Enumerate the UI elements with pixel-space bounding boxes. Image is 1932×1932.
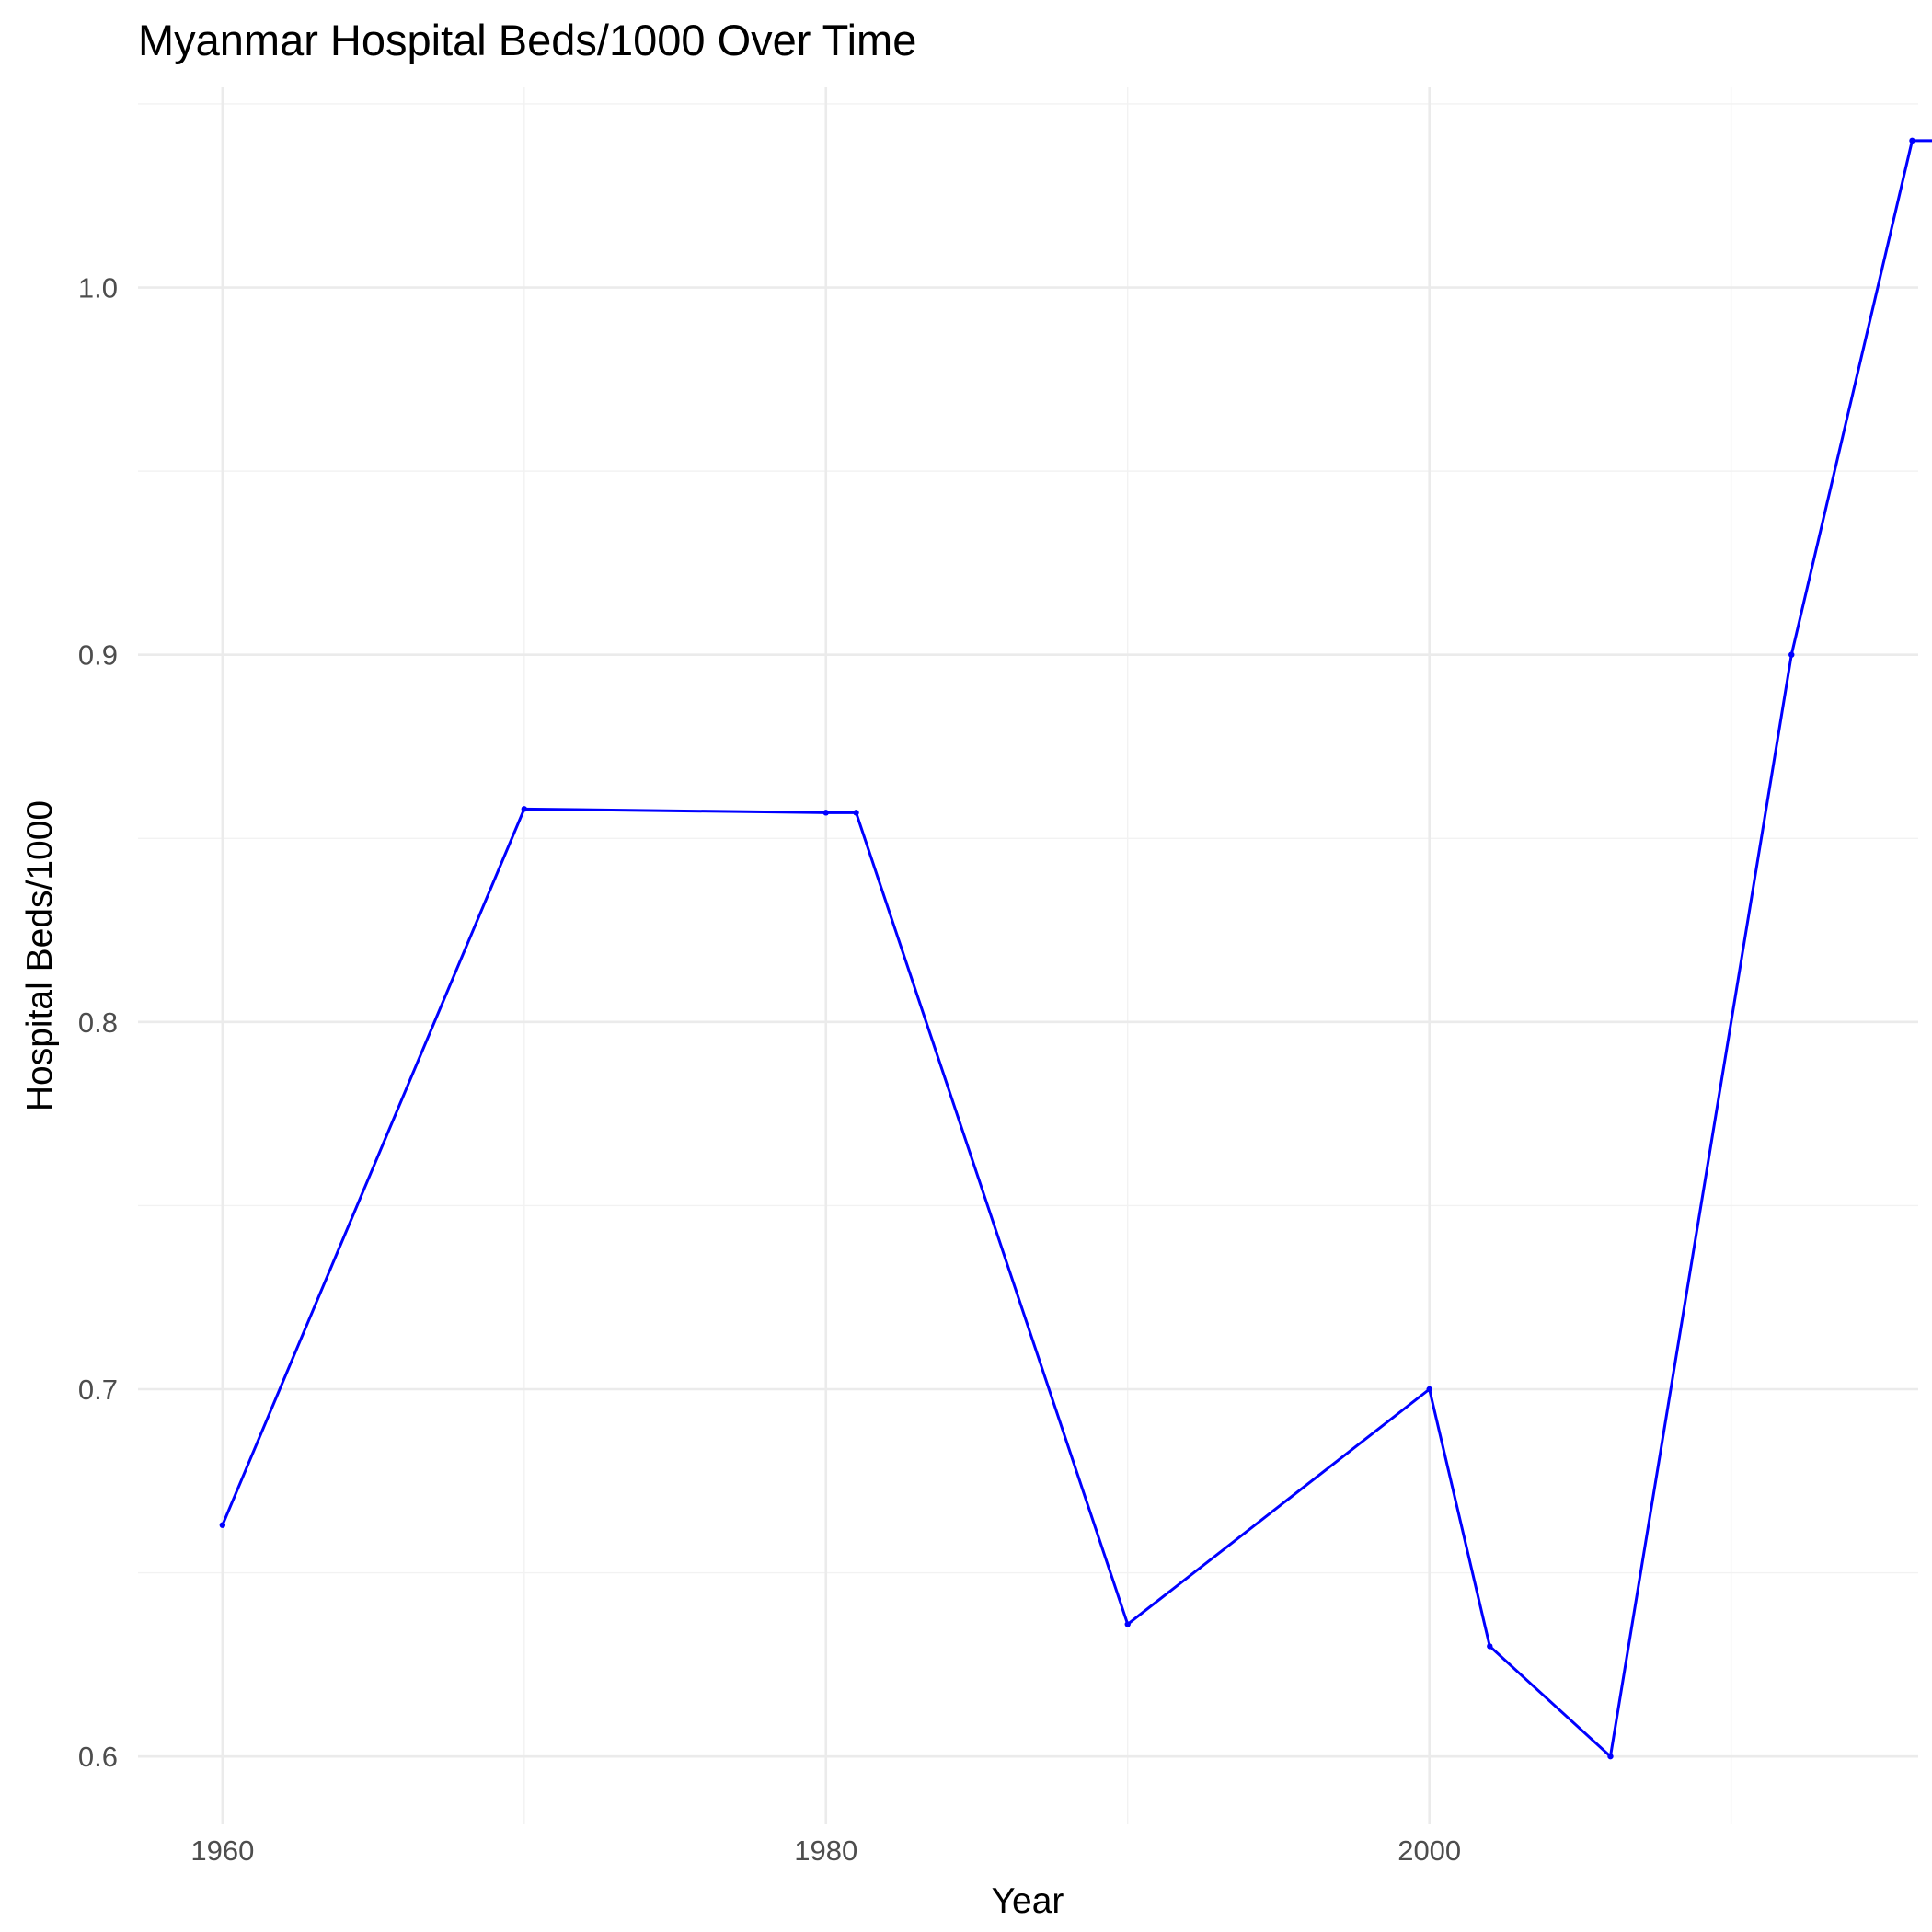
y-tick-label: 0.6 xyxy=(78,1741,118,1773)
y-tick-label: 0.9 xyxy=(78,639,118,672)
data-point xyxy=(1487,1643,1493,1650)
data-point xyxy=(219,1522,226,1528)
x-tick-label: 1980 xyxy=(794,1834,857,1867)
data-point xyxy=(1788,651,1795,658)
data-point xyxy=(853,810,859,816)
x-tick-label: 1960 xyxy=(190,1834,254,1867)
y-axis-title: Hospital Beds/1000 xyxy=(20,800,60,1111)
data-point xyxy=(521,806,527,812)
major-gridlines-y xyxy=(138,286,1918,1758)
major-gridlines-x xyxy=(221,87,1431,1824)
y-tick-label: 1.0 xyxy=(78,272,118,305)
data-point xyxy=(1607,1753,1614,1760)
y-tick-label: 0.8 xyxy=(78,1006,118,1039)
minor-gridlines-y xyxy=(138,103,1918,1574)
data-point xyxy=(1909,137,1915,144)
data-point xyxy=(1124,1621,1131,1627)
x-axis-title: Year xyxy=(992,1881,1064,1921)
y-tick-label: 0.7 xyxy=(78,1374,118,1406)
chart-title: Myanmar Hospital Beds/1000 Over Time xyxy=(138,16,916,64)
series-layer xyxy=(219,137,1932,1760)
series-line xyxy=(221,139,1932,1758)
data-point xyxy=(1426,1386,1432,1393)
x-tick-labels: 1960 1980 2000 xyxy=(190,1834,1461,1867)
minor-gridlines-x xyxy=(523,87,1732,1824)
data-point xyxy=(822,810,829,816)
y-tick-labels: 0.6 0.7 0.8 0.9 1.0 xyxy=(78,272,118,1774)
x-tick-label: 2000 xyxy=(1397,1834,1461,1867)
